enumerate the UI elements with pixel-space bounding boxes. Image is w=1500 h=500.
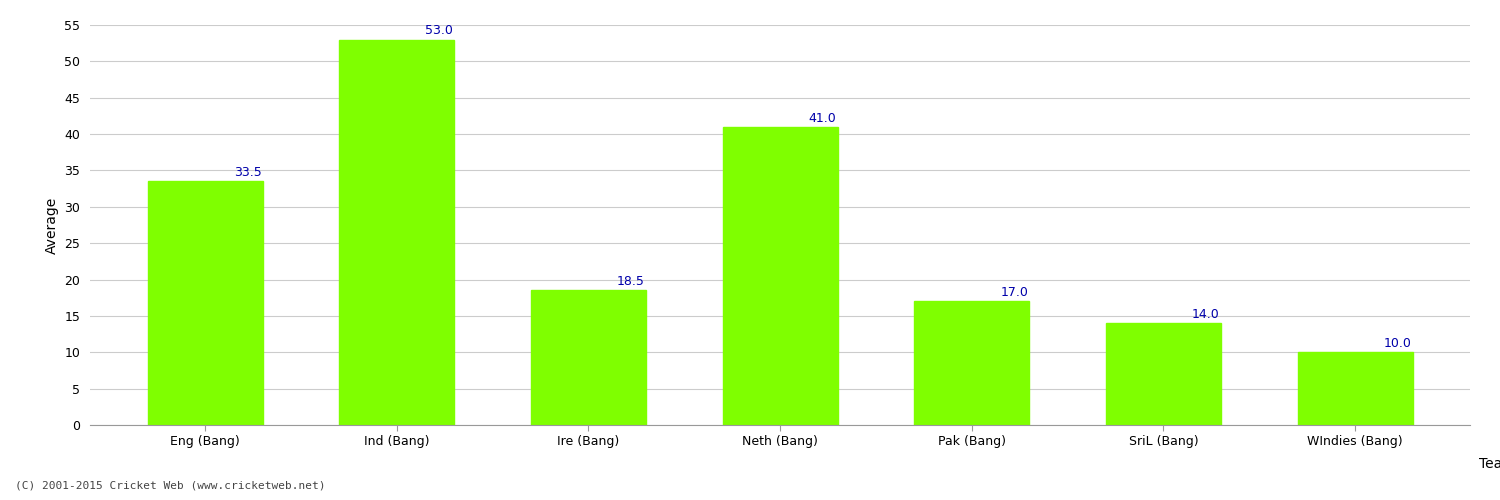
Text: 14.0: 14.0: [1192, 308, 1219, 321]
Bar: [914, 302, 1029, 425]
Text: 18.5: 18.5: [616, 276, 645, 288]
Text: 17.0: 17.0: [1000, 286, 1029, 299]
Bar: [339, 40, 454, 425]
Bar: [1298, 352, 1413, 425]
Text: 33.5: 33.5: [234, 166, 261, 179]
Text: 10.0: 10.0: [1384, 337, 1411, 350]
Y-axis label: Average: Average: [45, 196, 58, 254]
Bar: [1106, 323, 1221, 425]
Text: (C) 2001-2015 Cricket Web (www.cricketweb.net): (C) 2001-2015 Cricket Web (www.cricketwe…: [15, 480, 326, 490]
Bar: [147, 182, 262, 425]
Text: 53.0: 53.0: [426, 24, 453, 38]
X-axis label: Team: Team: [1479, 457, 1500, 471]
Bar: [723, 127, 837, 425]
Bar: [531, 290, 646, 425]
Text: 41.0: 41.0: [808, 112, 837, 124]
